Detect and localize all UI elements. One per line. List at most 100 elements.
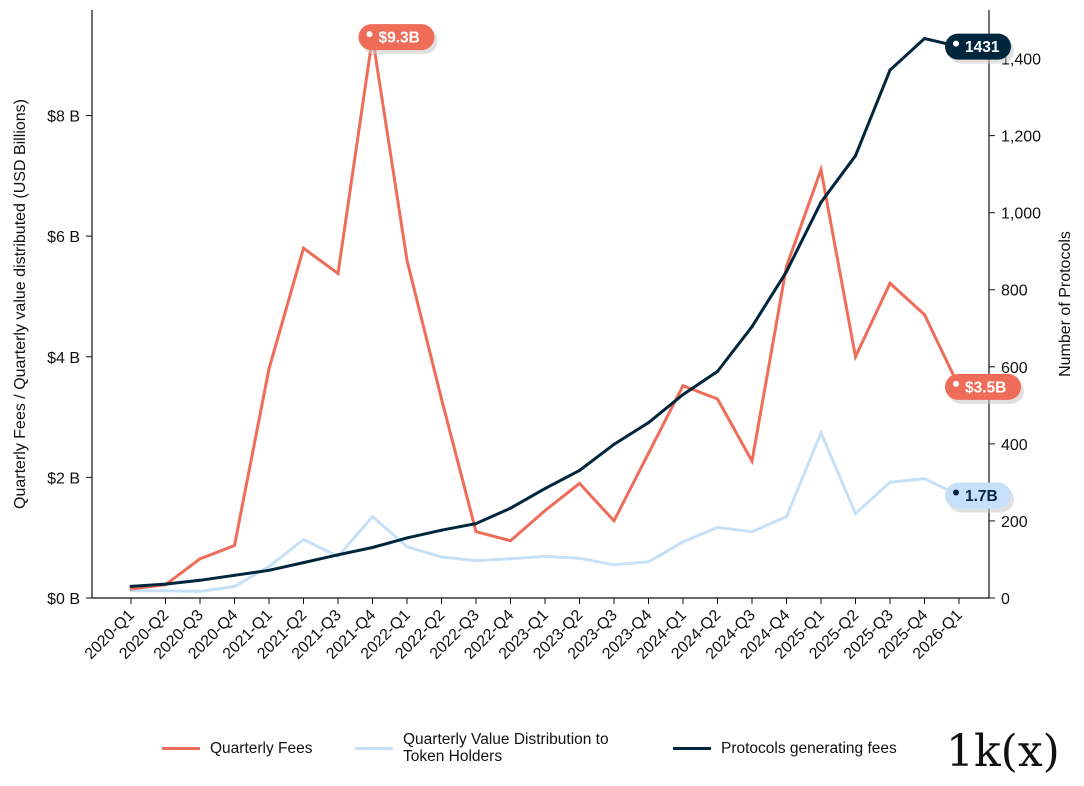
legend: Quarterly Fees Quarterly Value Distribut… bbox=[162, 728, 942, 768]
line-quarterly-fees bbox=[130, 36, 961, 591]
legend-item-fees: Quarterly Fees bbox=[162, 728, 313, 768]
point-value-distribution bbox=[923, 477, 926, 481]
y-tick-label: $6 B bbox=[47, 229, 80, 246]
point-value-distribution bbox=[888, 480, 892, 484]
point-quarterly-fees bbox=[267, 367, 271, 371]
point-value-distribution bbox=[371, 515, 374, 519]
point-quarterly-fees bbox=[440, 397, 443, 401]
point-quarterly-fees bbox=[750, 459, 754, 463]
y-tick-label: $8 B bbox=[47, 109, 80, 126]
point-value-distribution bbox=[716, 525, 719, 529]
point-quarterly-fees bbox=[681, 384, 685, 388]
point-protocols bbox=[647, 421, 650, 425]
point-value-distribution bbox=[267, 565, 271, 569]
y2-tick-label: 200 bbox=[1001, 514, 1028, 531]
y2-tick-label: 0 bbox=[1001, 591, 1010, 608]
point-value-distribution bbox=[405, 545, 409, 549]
y-tick-label: $4 B bbox=[47, 350, 80, 367]
point-quarterly-fees bbox=[233, 544, 236, 547]
point-value-distribution bbox=[578, 556, 581, 560]
y-tick-label: $0 B bbox=[47, 591, 80, 608]
legend-label-protocols: Protocols generating fees bbox=[721, 739, 897, 757]
y2-tick-label: 1,000 bbox=[1001, 206, 1041, 223]
point-quarterly-fees bbox=[198, 557, 202, 561]
point-value-distribution bbox=[819, 431, 823, 435]
annotation-dot bbox=[366, 31, 373, 38]
annotation-label: 1.7B bbox=[965, 488, 998, 505]
point-protocols bbox=[198, 578, 202, 582]
point-quarterly-fees bbox=[716, 397, 719, 401]
annotation-pill bbox=[945, 482, 1011, 509]
point-protocols bbox=[854, 154, 857, 158]
point-quarterly-fees bbox=[612, 519, 616, 523]
y2-axis-title: Number of Protocols bbox=[1057, 231, 1074, 377]
annotation-93B: $9.3B bbox=[358, 24, 438, 55]
brand-logo: 1k(x) bbox=[946, 726, 1060, 777]
y-axis-title: Quarterly Fees / Quarterly value distrib… bbox=[12, 99, 29, 509]
point-protocols bbox=[129, 584, 133, 588]
point-value-distribution bbox=[543, 554, 547, 558]
annotation-35B: $3.5B bbox=[945, 373, 1024, 404]
point-quarterly-fees bbox=[819, 168, 823, 172]
point-quarterly-fees bbox=[854, 355, 857, 359]
y-tick-label: $2 B bbox=[47, 470, 80, 487]
point-protocols bbox=[543, 487, 547, 491]
annotation-pill bbox=[945, 373, 1021, 400]
point-quarterly-fees bbox=[888, 281, 892, 285]
point-value-distribution bbox=[647, 560, 650, 564]
point-quarterly-fees bbox=[647, 451, 650, 455]
point-quarterly-fees bbox=[543, 509, 547, 513]
point-quarterly-fees bbox=[129, 587, 133, 591]
legend-label-fees: Quarterly Fees bbox=[210, 739, 313, 757]
annotation-pill bbox=[945, 33, 1011, 60]
point-protocols bbox=[785, 270, 788, 274]
point-value-distribution bbox=[750, 530, 754, 534]
point-value-distribution bbox=[854, 512, 857, 516]
point-protocols bbox=[233, 573, 236, 577]
point-protocols bbox=[405, 536, 409, 540]
y2-tick-label: 400 bbox=[1001, 437, 1028, 454]
point-protocols bbox=[371, 546, 374, 549]
point-value-distribution bbox=[198, 589, 202, 593]
point-value-distribution bbox=[474, 559, 478, 563]
annotation-17B: 1.7B bbox=[945, 482, 1014, 513]
annotations: $9.3B 1431 $3.5B 1.7B bbox=[358, 24, 1024, 513]
y2-tick-label: 600 bbox=[1001, 360, 1028, 377]
legend-swatch-fees bbox=[162, 746, 200, 750]
point-value-distribution bbox=[509, 557, 512, 561]
point-value-distribution bbox=[440, 555, 443, 559]
point-protocols bbox=[888, 68, 892, 72]
annotation-dot bbox=[953, 380, 959, 387]
point-protocols bbox=[750, 325, 754, 329]
point-value-distribution bbox=[785, 515, 788, 519]
point-protocols bbox=[440, 528, 443, 532]
point-value-distribution bbox=[164, 589, 167, 593]
point-protocols bbox=[819, 200, 823, 204]
point-value-distribution bbox=[612, 563, 616, 567]
point-protocols bbox=[923, 37, 926, 40]
axes: $0 B $2 B $4 B $6 B $8 B 0 200 400 600 800 1,000 1,… bbox=[12, 10, 1074, 663]
point-protocols bbox=[336, 553, 340, 557]
legend-label-distribution: Quarterly Value Distribution to Token Ho… bbox=[403, 731, 609, 765]
annotation-1431: 1431 bbox=[945, 33, 1014, 64]
point-quarterly-fees bbox=[923, 313, 926, 317]
point-protocols bbox=[578, 469, 581, 472]
point-value-distribution bbox=[233, 585, 236, 588]
point-protocols bbox=[681, 393, 685, 397]
point-quarterly-fees bbox=[405, 258, 409, 262]
legend-swatch-protocols bbox=[673, 746, 711, 750]
legend-swatch-distribution bbox=[355, 746, 393, 750]
y2-tick-label: 800 bbox=[1001, 283, 1028, 300]
point-protocols bbox=[267, 568, 271, 572]
point-value-distribution bbox=[302, 538, 305, 541]
y2-tick-label: 1,200 bbox=[1001, 129, 1041, 146]
annotation-label: 1431 bbox=[965, 39, 1000, 56]
legend-item-distribution: Quarterly Value Distribution to Token Ho… bbox=[355, 728, 609, 768]
annotation-label: $9.3B bbox=[379, 30, 420, 47]
point-quarterly-fees bbox=[474, 530, 478, 534]
point-quarterly-fees bbox=[509, 539, 512, 543]
line-protocols bbox=[130, 36, 960, 588]
point-quarterly-fees bbox=[302, 246, 305, 250]
point-protocols bbox=[716, 369, 719, 373]
